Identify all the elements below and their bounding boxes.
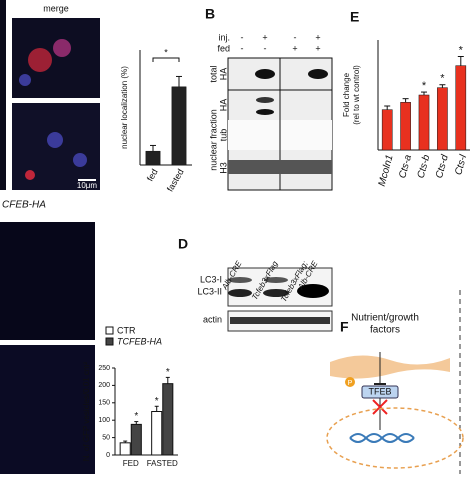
bar bbox=[418, 94, 430, 151]
sign: - bbox=[241, 43, 244, 53]
y-tick-label: 250 bbox=[98, 365, 110, 372]
legend-label: TCFEB-HA bbox=[117, 336, 162, 346]
significance: * bbox=[459, 44, 464, 56]
bar bbox=[171, 86, 187, 166]
cell bbox=[25, 170, 35, 180]
y-tick-label: 200 bbox=[98, 382, 110, 389]
y-tick-label: 100 bbox=[98, 417, 110, 424]
bar bbox=[145, 150, 161, 166]
x-tick-label: Cts-l bbox=[453, 153, 469, 176]
significance: * bbox=[422, 80, 427, 92]
band bbox=[228, 160, 332, 174]
bar bbox=[455, 65, 467, 151]
y-tick-label: 50 bbox=[102, 434, 110, 441]
sign: + bbox=[292, 43, 297, 53]
micrograph bbox=[0, 222, 95, 340]
band bbox=[228, 289, 252, 297]
bar bbox=[400, 102, 411, 151]
band bbox=[263, 289, 289, 297]
scale-label: 10μm bbox=[77, 181, 98, 190]
x-tick-label: Cts-a bbox=[397, 153, 414, 179]
label: tub bbox=[218, 129, 228, 142]
y-axis-label: Fold change bbox=[342, 72, 351, 117]
label: fed bbox=[217, 43, 230, 53]
label: P bbox=[348, 380, 353, 387]
bar bbox=[151, 411, 163, 456]
label: CFEB-HA bbox=[2, 200, 46, 211]
sign: - bbox=[241, 32, 244, 42]
dna bbox=[349, 433, 415, 443]
legend-swatch bbox=[105, 326, 114, 335]
band bbox=[264, 277, 288, 283]
label: total bbox=[208, 65, 218, 82]
micrograph bbox=[12, 18, 100, 98]
bar bbox=[119, 442, 131, 456]
x-tick-label: Cts-d bbox=[434, 153, 451, 179]
cell bbox=[53, 39, 71, 57]
panel-letter: D bbox=[178, 236, 188, 252]
sign: - bbox=[294, 32, 297, 42]
label: LC3-I bbox=[200, 274, 222, 284]
panel-letter: E bbox=[350, 9, 359, 25]
label: HA bbox=[218, 68, 228, 81]
band bbox=[256, 97, 274, 103]
significance: * bbox=[155, 396, 159, 407]
x-tick-label: fed bbox=[145, 167, 160, 183]
significance: * bbox=[440, 73, 445, 85]
label: TFEB bbox=[368, 386, 391, 396]
label: HA bbox=[218, 99, 228, 112]
cell bbox=[19, 74, 31, 86]
x-tick-label: Cts-b bbox=[416, 153, 433, 179]
y-axis-label: nuclear localization (%) bbox=[120, 66, 129, 149]
membrane bbox=[330, 355, 450, 379]
panel-letter: B bbox=[205, 6, 215, 22]
cell bbox=[73, 153, 87, 167]
sign: - bbox=[264, 43, 267, 53]
label: nuclear fraction bbox=[208, 109, 218, 171]
x-tick-label: FASTED bbox=[147, 459, 178, 468]
bar bbox=[130, 423, 142, 456]
label: inj. bbox=[218, 32, 230, 42]
label: actin bbox=[203, 314, 222, 324]
legend-label: CTR bbox=[117, 325, 136, 335]
legend-swatch bbox=[105, 337, 114, 346]
nucleus bbox=[326, 407, 464, 469]
label: factors bbox=[370, 325, 400, 336]
band bbox=[228, 277, 252, 283]
x-tick-label: FED bbox=[123, 459, 139, 468]
band bbox=[230, 317, 330, 324]
cell bbox=[47, 132, 63, 148]
significance: * bbox=[166, 367, 170, 378]
band bbox=[255, 69, 275, 79]
panel-letter: F bbox=[340, 319, 349, 335]
micrograph bbox=[0, 345, 95, 474]
bracket bbox=[152, 57, 180, 62]
band bbox=[297, 284, 329, 298]
block bbox=[372, 399, 388, 415]
bar bbox=[381, 109, 393, 151]
label: LC3-II bbox=[197, 286, 222, 296]
label: H3 bbox=[218, 162, 228, 174]
phospho bbox=[345, 377, 355, 387]
x-tick-label: Mcoln1 bbox=[377, 154, 396, 188]
y-axis-label: N. of GFP vesicles/0.01 cm² bbox=[82, 361, 91, 461]
band bbox=[308, 69, 328, 79]
sign: + bbox=[315, 32, 320, 42]
micrograph bbox=[0, 0, 6, 190]
x-tick-label: fasted bbox=[165, 167, 186, 193]
sign: + bbox=[315, 43, 320, 53]
band bbox=[256, 109, 274, 115]
y-tick-label: 150 bbox=[98, 400, 110, 407]
cell bbox=[28, 48, 52, 72]
label: merge bbox=[43, 3, 69, 13]
bar bbox=[437, 87, 448, 151]
significance: * bbox=[134, 411, 138, 422]
y-axis-label: (rel to wt control) bbox=[352, 65, 361, 125]
sign: + bbox=[262, 32, 267, 42]
y-tick-label: 0 bbox=[106, 452, 110, 459]
bar bbox=[162, 383, 174, 456]
significance: * bbox=[164, 47, 168, 57]
label: Nutrient/growth bbox=[351, 313, 419, 324]
